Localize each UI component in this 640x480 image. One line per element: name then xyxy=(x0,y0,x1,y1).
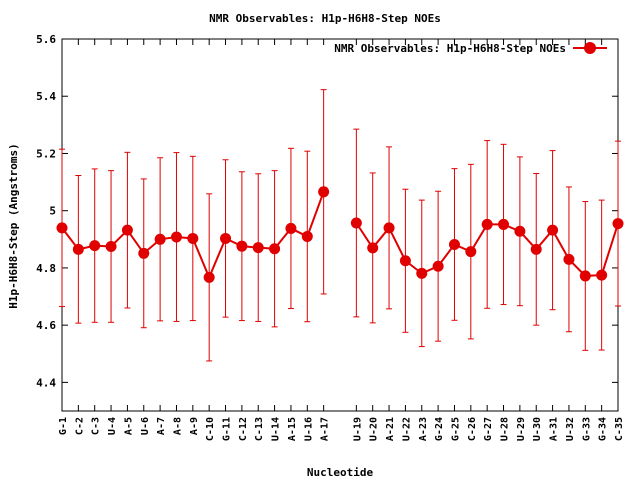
data-point xyxy=(252,242,264,254)
x-tick-label: A-23 xyxy=(418,417,429,441)
x-tick-label: U-22 xyxy=(401,417,412,441)
data-point xyxy=(154,233,166,245)
data-point xyxy=(318,186,330,198)
x-tick-label: C-10 xyxy=(205,417,216,441)
data-point xyxy=(547,224,559,236)
data-point xyxy=(350,217,362,229)
data-point xyxy=(187,232,199,244)
data-point xyxy=(203,271,215,283)
chart-title: NMR Observables: H1p-H6H8-Step NOEs xyxy=(209,12,441,25)
legend-marker xyxy=(584,42,596,54)
x-tick-label: A-17 xyxy=(320,417,331,441)
data-point xyxy=(72,243,84,255)
data-point xyxy=(530,243,542,255)
x-tick-label: G-33 xyxy=(581,417,592,441)
data-point xyxy=(105,240,117,252)
data-point xyxy=(89,240,101,252)
data-point xyxy=(465,246,477,258)
data-point xyxy=(498,218,510,230)
data-point xyxy=(563,253,575,265)
x-tick-label: U-16 xyxy=(303,417,314,441)
x-tick-label: C-35 xyxy=(614,417,625,441)
x-tick-label: U-14 xyxy=(271,417,282,441)
data-point xyxy=(432,260,444,272)
data-point xyxy=(367,242,379,254)
y-tick-label: 4.8 xyxy=(36,262,56,275)
y-axis-ticks: 4.4 4.6 4.8 5 5.2 5.4 5.6 xyxy=(36,33,618,389)
x-tick-label: A-9 xyxy=(189,417,200,435)
data-point xyxy=(383,222,395,234)
x-tick-label: C-13 xyxy=(254,417,265,441)
x-tick-label: A-7 xyxy=(156,417,167,435)
legend: NMR Observables: H1p-H6H8-Step NOEs xyxy=(334,42,607,55)
x-tick-label: U-29 xyxy=(516,417,527,441)
error-bars xyxy=(59,89,621,362)
data-point xyxy=(416,267,428,279)
x-tick-label: G-25 xyxy=(450,417,461,441)
x-tick-label: U-6 xyxy=(140,417,151,435)
data-points xyxy=(56,186,624,283)
y-tick-label: 5.2 xyxy=(36,147,56,160)
data-point xyxy=(285,222,297,234)
data-point xyxy=(579,270,591,282)
data-point xyxy=(399,255,411,267)
x-tick-label: A-21 xyxy=(385,417,396,441)
x-tick-label: U-20 xyxy=(369,417,380,441)
x-tick-label: C-12 xyxy=(238,417,249,441)
y-tick-label: 4.6 xyxy=(36,319,56,332)
data-point xyxy=(612,218,624,230)
y-tick-label: 5.6 xyxy=(36,33,56,46)
legend-label: NMR Observables: H1p-H6H8-Step NOEs xyxy=(334,42,566,55)
series-lines xyxy=(61,191,619,280)
y-axis-label: H1p-H6H8-Step (Angstroms) xyxy=(7,143,20,309)
data-point xyxy=(596,269,608,281)
data-point xyxy=(448,238,460,250)
x-tick-label: U-30 xyxy=(532,417,543,441)
x-tick-label: A-5 xyxy=(123,417,134,435)
x-tick-label: G-34 xyxy=(598,417,609,441)
data-point xyxy=(170,231,182,243)
data-point xyxy=(121,224,133,236)
data-point xyxy=(481,218,493,230)
x-tick-label: G-11 xyxy=(222,417,233,441)
plot-frame xyxy=(61,38,619,412)
y-tick-label: 5 xyxy=(49,205,56,218)
data-point xyxy=(514,225,526,237)
x-tick-label: G-1 xyxy=(58,417,69,435)
data-point xyxy=(301,230,313,242)
x-tick-label: U-4 xyxy=(107,417,118,435)
y-tick-label: 4.4 xyxy=(36,376,56,389)
data-point xyxy=(220,232,232,244)
y-tick-label: 5.4 xyxy=(36,90,56,103)
data-point xyxy=(56,222,68,234)
plot-area: 4.4 4.6 4.8 5 5.2 5.4 5.6 G-1 C-2 C-3 U-4 A-5 U-6 A-… xyxy=(36,33,625,441)
x-tick-label: C-3 xyxy=(91,417,102,435)
data-point xyxy=(269,243,281,255)
x-tick-label: A-31 xyxy=(549,417,560,441)
x-axis-label: Nucleotide xyxy=(307,466,374,479)
x-tick-label: U-32 xyxy=(565,417,576,441)
x-tick-label: A-15 xyxy=(287,417,298,441)
x-axis-ticks: G-1 C-2 C-3 U-4 A-5 U-6 A-7 A-8 A-9 C-10 G-11 C-12 C… xyxy=(58,39,625,441)
x-tick-label: G-27 xyxy=(483,417,494,441)
x-tick-label: U-28 xyxy=(500,417,511,441)
x-tick-label: U-19 xyxy=(352,417,363,441)
x-tick-label: C-26 xyxy=(467,417,478,441)
x-tick-label: G-24 xyxy=(434,417,445,441)
data-point xyxy=(236,240,248,252)
x-tick-label: A-8 xyxy=(172,417,183,435)
data-point xyxy=(138,247,150,259)
x-tick-label: C-2 xyxy=(74,417,85,435)
